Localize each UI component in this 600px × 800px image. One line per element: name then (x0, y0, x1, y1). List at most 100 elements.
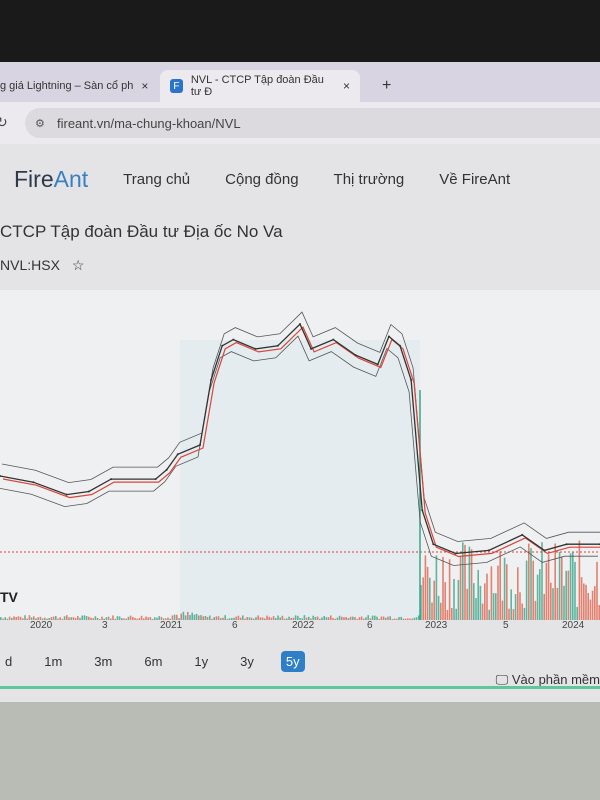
nav-about[interactable]: Về FireAnt (439, 170, 511, 188)
volume-bar (151, 618, 154, 620)
price-point (276, 344, 279, 347)
volume-bar (561, 556, 563, 620)
volume-bar (404, 618, 407, 620)
volume-bar (578, 540, 581, 620)
volume-bar (191, 612, 193, 620)
range-1d[interactable]: d (5, 653, 13, 669)
range-6m[interactable]: 6m (144, 653, 163, 669)
volume-bar (552, 588, 554, 620)
price-point (165, 468, 168, 471)
volume-bar (279, 617, 281, 620)
range-3m[interactable]: 3m (94, 653, 113, 669)
volume-bar (288, 616, 290, 620)
price-point (399, 344, 401, 347)
range-1y[interactable]: 1y (194, 653, 209, 669)
volume-bar (255, 617, 257, 620)
volume-bar (226, 618, 229, 620)
volume-bar (277, 615, 279, 620)
star-icon[interactable]: ☆ (71, 257, 85, 273)
close-icon[interactable]: × (141, 79, 149, 93)
site-settings-icon[interactable]: ⚙ (35, 117, 45, 130)
volume-bar (389, 616, 391, 620)
fireant-logo[interactable]: FireAnt (14, 165, 89, 192)
volume-bar (55, 615, 57, 620)
volume-bar (517, 567, 519, 620)
volume-bar (37, 617, 39, 620)
range-3y[interactable]: 3y (240, 653, 254, 669)
volume-bar (149, 617, 152, 620)
reload-icon[interactable]: ↻ (0, 114, 8, 130)
nav-home[interactable]: Trang chủ (123, 170, 191, 188)
new-tab-button[interactable]: + (382, 77, 392, 94)
address-bar-area: ↻ ⚙ fireant.vn/ma-chung-khoan/NVL (0, 102, 600, 144)
volume-bar (580, 577, 583, 620)
volume-bar (283, 618, 286, 620)
price-point (454, 552, 457, 555)
volume-bar (444, 582, 446, 620)
price-point (310, 347, 313, 350)
volume-bar (224, 615, 226, 620)
volume-bar (96, 617, 99, 620)
nav-community[interactable]: Cộng đồng (225, 170, 299, 188)
range-1m[interactable]: 1m (44, 653, 63, 669)
volume-bar (13, 616, 15, 620)
volume-bar (369, 618, 372, 620)
volume-bar (466, 588, 468, 620)
open-desktop-app-link[interactable]: 🖵 Vào phần mềm (495, 672, 600, 687)
volume-bar (222, 617, 224, 620)
volume-bar (107, 616, 110, 620)
price-point (421, 509, 424, 512)
volume-bar (132, 617, 134, 620)
volume-bar (376, 616, 378, 620)
volume-bar (204, 615, 207, 620)
volume-bar (468, 546, 471, 620)
price-line (0, 322, 600, 555)
close-icon[interactable]: × (342, 79, 350, 93)
volume-bar (270, 617, 273, 620)
volume-bar (30, 617, 33, 620)
volume-bar (90, 617, 92, 620)
volume-bar (41, 618, 44, 620)
tab-nvl[interactable]: F NVL - CTCP Tập đoàn Đầu tư Đ × (160, 70, 360, 102)
volume-bar (321, 617, 323, 620)
volume-bar (83, 615, 86, 620)
volume-bar (490, 566, 493, 620)
area-fill (180, 340, 420, 620)
x-tick: 2021 (160, 620, 183, 631)
volume-bar (536, 574, 539, 620)
volume-bar (563, 585, 565, 620)
price-chart[interactable]: TV (0, 290, 600, 650)
volume-bar (415, 617, 418, 620)
volume-bar (402, 618, 405, 620)
volume-bar (134, 617, 136, 620)
volume-bar (528, 543, 530, 620)
volume-bar (343, 617, 345, 620)
volume-bar (246, 617, 248, 620)
tab-lightning[interactable]: g giá Lightning – Sàn cổ ph × (0, 70, 148, 102)
volume-bar (228, 618, 231, 620)
volume-bar (499, 551, 501, 620)
volume-bar (587, 593, 589, 620)
range-5y[interactable]: 5y (280, 650, 305, 672)
volume-bar (66, 615, 68, 620)
volume-bar (332, 618, 334, 620)
volume-bar (92, 618, 94, 620)
volume-bar (457, 579, 460, 620)
divider (0, 686, 600, 689)
price-point (387, 335, 390, 338)
volume-bar (103, 618, 105, 620)
nav-market[interactable]: Thị trường (333, 170, 405, 188)
volume-bar (140, 615, 143, 620)
volume-bar (327, 617, 330, 620)
volume-bar (420, 584, 422, 620)
volume-bar (145, 616, 147, 620)
volume-bar (422, 577, 424, 620)
volume-bar (519, 592, 521, 620)
volume-bar (250, 617, 253, 620)
volume-bar (180, 613, 182, 620)
volume-bar (182, 611, 185, 620)
x-tick: 2023 (425, 620, 448, 631)
volume-bar (477, 569, 479, 620)
bollinger-lower (0, 335, 598, 566)
url-input[interactable]: ⚙ fireant.vn/ma-chung-khoan/NVL (25, 108, 600, 138)
